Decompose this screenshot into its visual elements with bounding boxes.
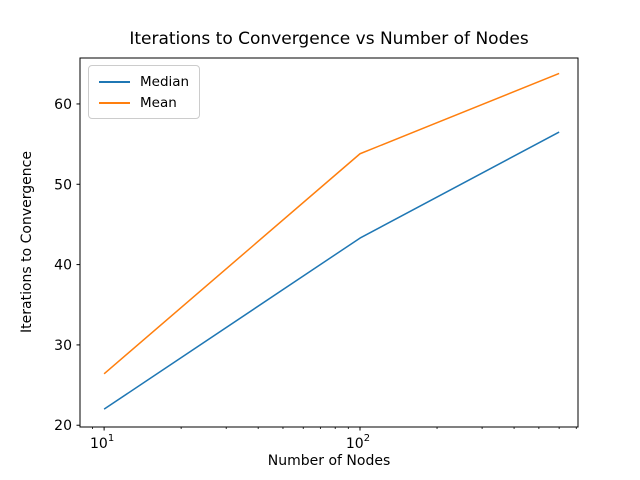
legend-entry-mean: Mean bbox=[99, 92, 189, 113]
legend-entry-median: Median bbox=[99, 71, 189, 92]
y-axis-label: Iterations to Convergence bbox=[19, 151, 35, 333]
mean-line-sample bbox=[99, 101, 130, 104]
chart-title: Iterations to Convergence vs Number of N… bbox=[129, 29, 529, 49]
y-tick-label: 50 bbox=[54, 177, 72, 193]
y-tick-label: 40 bbox=[54, 258, 72, 274]
series-line-median bbox=[103, 131, 560, 410]
legend-label-median: Median bbox=[140, 73, 190, 90]
median-line-sample bbox=[99, 80, 130, 83]
axes-frame bbox=[79, 57, 579, 428]
y-tick-label: 60 bbox=[54, 97, 72, 113]
y-tick-label: 20 bbox=[54, 418, 72, 434]
legend: Median Mean bbox=[88, 65, 201, 119]
x-axis-label: Number of Nodes bbox=[267, 453, 391, 469]
legend-label-mean: Mean bbox=[140, 94, 177, 111]
x-tick-label: 101 bbox=[90, 433, 114, 452]
x-tick-label: 102 bbox=[346, 433, 370, 452]
y-tick-label: 30 bbox=[54, 338, 72, 354]
series-line-mean bbox=[103, 72, 560, 375]
